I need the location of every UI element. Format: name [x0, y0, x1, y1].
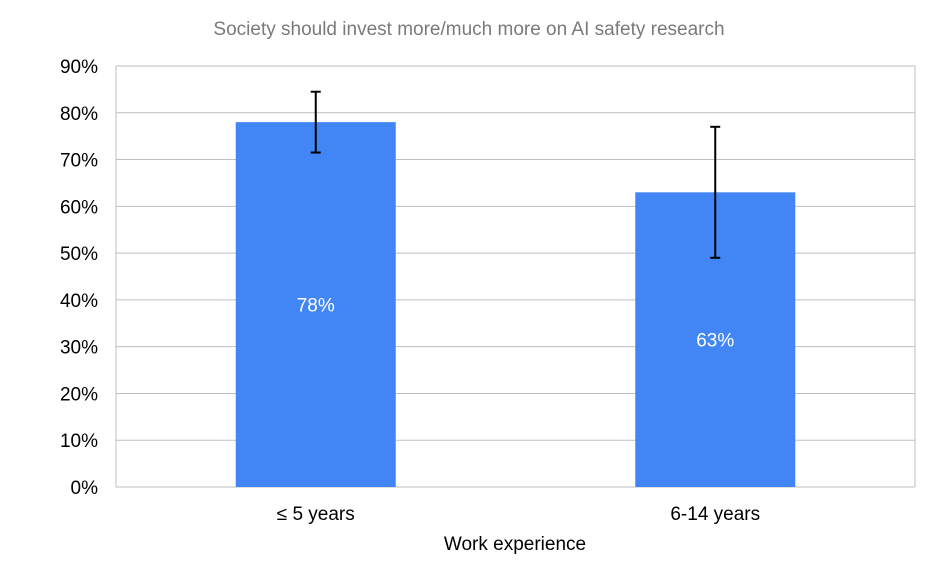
y-tick-label: 50%	[60, 244, 98, 265]
y-axis-ticks: 0% 10% 20% 30% 40% 50% 60% 70% 80% 90%	[60, 57, 98, 499]
x-category-label: 6-14 years	[670, 504, 760, 525]
y-tick-label: 20%	[60, 384, 98, 405]
y-tick-label: 90%	[60, 57, 98, 78]
error-bar	[310, 90, 321, 154]
x-axis-title: Work experience	[444, 534, 586, 555]
y-tick-label: 70%	[60, 151, 98, 172]
y-tick-label: 0%	[71, 478, 99, 499]
y-tick-label: 40%	[60, 291, 98, 312]
chart-title: Society should invest more/much more on …	[213, 19, 724, 40]
y-tick-label: 80%	[60, 104, 98, 125]
y-tick-label: 10%	[60, 431, 98, 452]
data-labels: 78% 63%	[297, 296, 735, 352]
error-bars	[310, 90, 721, 259]
x-category-label: ≤ 5 years	[277, 504, 355, 525]
data-label: 63%	[696, 331, 734, 352]
y-tick-label: 60%	[60, 197, 98, 218]
bar	[235, 122, 396, 487]
data-label: 78%	[297, 296, 335, 317]
error-bar	[710, 125, 721, 259]
x-axis-categories: ≤ 5 years 6-14 years	[277, 504, 760, 525]
y-tick-label: 30%	[60, 338, 98, 359]
